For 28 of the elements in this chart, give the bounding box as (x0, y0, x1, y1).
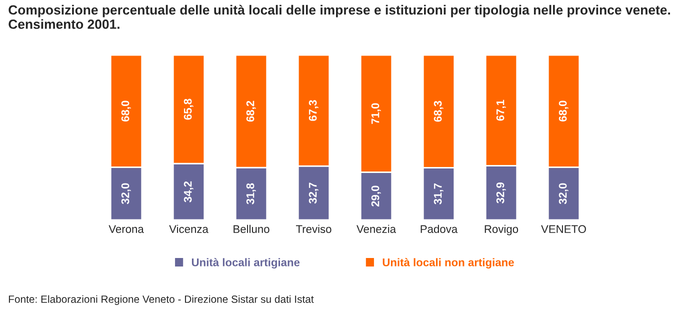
data-label: 67,3 (308, 100, 318, 121)
data-label: 68,0 (558, 100, 568, 122)
x-tick-label: Padova (420, 224, 458, 234)
x-tick-label: Rovigo (484, 224, 518, 236)
legend-label: Unità locali non artigiane (382, 258, 514, 269)
data-label: 68,2 (246, 100, 256, 122)
data-label: 68,0 (121, 100, 131, 122)
data-label: 71,0 (371, 103, 381, 124)
data-label: 32,0 (121, 183, 131, 204)
data-label: 29,0 (371, 186, 381, 206)
data-label: 34,2 (184, 181, 194, 202)
data-label: 31,8 (246, 183, 256, 204)
data-label: 65,8 (184, 98, 194, 120)
x-tick-label: Venezia (356, 224, 396, 234)
data-label: 32,7 (308, 182, 318, 204)
x-tick-label: Vicenza (169, 224, 208, 234)
source-note: Fonte: Elaborazioni Regione Veneto - Direzione Sistar su dati Istat (8, 295, 314, 305)
legend-label: Unità locali artigiane (192, 258, 300, 269)
chart-title: Composizione percentuale delle unità locali delle imprese e istituzioni per tipologia nelle province venete. Censimento 2001. (8, 4, 670, 29)
x-tick-label: Treviso (296, 224, 332, 234)
x-tick-label: Belluno (234, 224, 270, 234)
data-label: 32,9 (496, 182, 506, 204)
data-label: 31,7 (434, 184, 444, 204)
x-tick-label: VENETO (541, 225, 586, 234)
data-label: 68,3 (434, 100, 444, 122)
x-tick-label: Verona (108, 225, 144, 234)
data-label: 67,1 (496, 100, 506, 121)
data-label: 32,0 (558, 183, 568, 204)
